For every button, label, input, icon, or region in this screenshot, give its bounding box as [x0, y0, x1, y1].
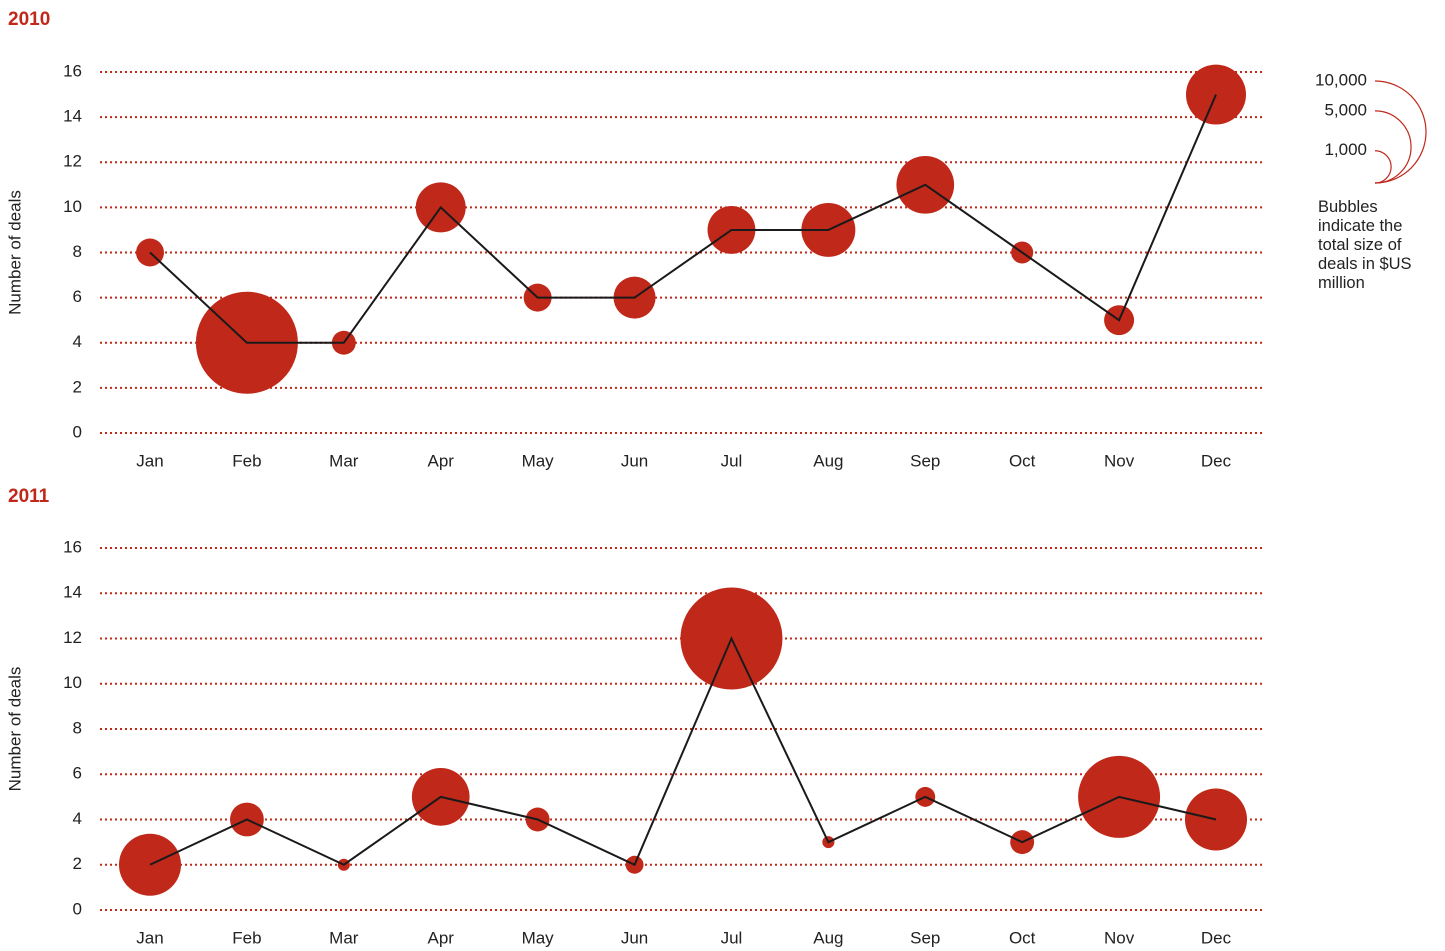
x-tick-label: Feb: [232, 451, 261, 470]
y-tick-label: 6: [73, 764, 82, 783]
y-tick-label: 16: [63, 537, 82, 556]
y-tick-label: 12: [63, 628, 82, 647]
y-axis-label: Number of deals: [5, 667, 24, 792]
y-tick-label: 16: [63, 61, 82, 80]
x-tick-label: Aug: [813, 928, 843, 947]
x-tick-label: Apr: [427, 928, 454, 947]
x-tick-label: Feb: [232, 928, 261, 947]
y-tick-label: 8: [73, 242, 82, 261]
legend-note: Bubbles indicate the total size of deals…: [1318, 198, 1412, 292]
x-tick-label: Jan: [136, 928, 163, 947]
x-tick-label: Sep: [910, 451, 940, 470]
legend-label: 10,000: [1315, 70, 1367, 89]
x-tick-label: Apr: [427, 451, 454, 470]
x-tick-label: Jan: [136, 451, 163, 470]
chart-title: 2010: [8, 9, 50, 30]
x-tick-label: Oct: [1009, 928, 1036, 947]
line: [149, 636, 1217, 867]
y-tick-label: 0: [73, 899, 82, 918]
x-tick-label: Jul: [721, 928, 743, 947]
y-axis-label: Number of deals: [5, 190, 24, 315]
y-tick-label: 8: [73, 718, 82, 737]
x-tick-label: Dec: [1201, 451, 1232, 470]
y-tick-label: 14: [63, 583, 82, 602]
y-tick-label: 12: [63, 152, 82, 171]
line: [149, 94, 1217, 344]
chart-title: 2011: [8, 486, 50, 507]
x-tick-label: Sep: [910, 928, 940, 947]
x-tick-label: Mar: [329, 451, 359, 470]
y-tick-label: 14: [63, 107, 82, 126]
y-tick-label: 2: [73, 854, 82, 873]
y-tick-label: 6: [73, 287, 82, 306]
legend-arc: [1374, 110, 1412, 184]
x-tick-label: Dec: [1201, 928, 1232, 947]
x-tick-label: Nov: [1104, 928, 1135, 947]
y-tick-label: 10: [63, 197, 82, 216]
x-tick-label: Nov: [1104, 451, 1135, 470]
x-tick-label: Jun: [621, 928, 648, 947]
y-tick-label: 4: [73, 332, 82, 351]
y-tick-label: 4: [73, 809, 82, 828]
legend-arc: [1374, 150, 1392, 184]
x-tick-label: Mar: [329, 928, 359, 947]
legend-label: 5,000: [1324, 100, 1367, 119]
x-tick-label: Oct: [1009, 451, 1036, 470]
x-tick-label: May: [522, 451, 555, 470]
x-tick-label: Jul: [721, 451, 743, 470]
y-tick-label: 0: [73, 422, 82, 441]
x-tick-label: May: [522, 928, 555, 947]
legend-label: 1,000: [1324, 140, 1367, 159]
y-tick-label: 10: [63, 673, 82, 692]
x-tick-label: Jun: [621, 451, 648, 470]
y-tick-label: 2: [73, 377, 82, 396]
legend-arc: [1374, 80, 1427, 184]
x-tick-label: Aug: [813, 451, 843, 470]
